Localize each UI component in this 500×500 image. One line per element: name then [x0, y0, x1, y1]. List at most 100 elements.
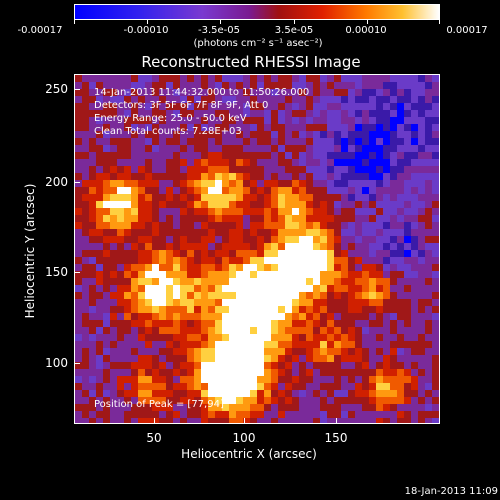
image-pixel	[390, 110, 397, 117]
image-pixel	[348, 82, 355, 89]
image-pixel	[180, 96, 187, 103]
image-pixel	[222, 194, 229, 201]
image-pixel	[348, 257, 355, 264]
image-pixel	[264, 341, 271, 348]
image-pixel	[138, 117, 145, 124]
image-pixel	[292, 152, 299, 159]
image-pixel	[327, 110, 334, 117]
image-pixel	[180, 250, 187, 257]
image-pixel	[369, 250, 376, 257]
image-pixel	[166, 222, 173, 229]
image-pixel	[390, 187, 397, 194]
image-pixel	[110, 96, 117, 103]
image-pixel	[285, 418, 292, 423]
image-pixel	[173, 292, 180, 299]
image-pixel	[327, 131, 334, 138]
image-pixel	[278, 404, 285, 411]
image-pixel	[159, 418, 166, 423]
image-pixel	[334, 166, 341, 173]
image-pixel	[397, 376, 404, 383]
image-pixel	[131, 306, 138, 313]
image-pixel	[369, 390, 376, 397]
image-pixel	[208, 201, 215, 208]
image-pixel	[250, 222, 257, 229]
image-pixel	[383, 397, 390, 404]
image-pixel	[229, 299, 236, 306]
image-pixel	[306, 313, 313, 320]
image-pixel	[194, 334, 201, 341]
image-pixel	[362, 250, 369, 257]
image-pixel	[236, 243, 243, 250]
image-pixel	[229, 159, 236, 166]
image-pixel	[313, 271, 320, 278]
image-pixel	[124, 411, 131, 418]
image-pixel	[215, 131, 222, 138]
image-pixel	[173, 194, 180, 201]
image-pixel	[348, 89, 355, 96]
image-pixel	[397, 404, 404, 411]
image-pixel	[89, 110, 96, 117]
image-pixel	[96, 390, 103, 397]
image-pixel	[89, 341, 96, 348]
image-pixel	[425, 376, 432, 383]
image-pixel	[110, 117, 117, 124]
x-axis-label: Heliocentric X (arcsec)	[181, 447, 317, 461]
image-pixel	[180, 89, 187, 96]
image-pixel	[418, 369, 425, 376]
image-pixel	[194, 173, 201, 180]
image-pixel	[103, 418, 110, 423]
image-pixel	[229, 82, 236, 89]
image-pixel	[208, 362, 215, 369]
image-pixel	[222, 152, 229, 159]
image-pixel	[264, 257, 271, 264]
image-pixel	[397, 173, 404, 180]
image-pixel	[89, 250, 96, 257]
image-pixel	[299, 194, 306, 201]
image-pixel	[208, 299, 215, 306]
image-pixel	[236, 159, 243, 166]
image-pixel	[173, 215, 180, 222]
image-pixel	[138, 292, 145, 299]
image-pixel	[369, 369, 376, 376]
image-pixel	[180, 215, 187, 222]
image-pixel	[243, 96, 250, 103]
image-pixel	[138, 152, 145, 159]
image-pixel	[383, 320, 390, 327]
image-pixel	[271, 397, 278, 404]
image-pixel	[425, 152, 432, 159]
image-pixel	[334, 243, 341, 250]
image-pixel	[236, 362, 243, 369]
image-pixel	[222, 103, 229, 110]
image-pixel	[285, 362, 292, 369]
image-pixel	[124, 299, 131, 306]
image-pixel	[89, 313, 96, 320]
image-pixel	[292, 222, 299, 229]
image-pixel	[264, 75, 271, 82]
image-pixel	[173, 278, 180, 285]
image-pixel	[257, 173, 264, 180]
image-pixel	[103, 138, 110, 145]
image-pixel	[362, 243, 369, 250]
image-pixel	[145, 166, 152, 173]
image-pixel	[418, 194, 425, 201]
image-pixel	[383, 369, 390, 376]
image-pixel	[348, 222, 355, 229]
image-pixel	[180, 355, 187, 362]
image-pixel	[278, 383, 285, 390]
image-pixel	[383, 376, 390, 383]
image-pixel	[145, 208, 152, 215]
image-pixel	[173, 110, 180, 117]
image-pixel	[222, 131, 229, 138]
image-pixel	[222, 327, 229, 334]
image-pixel	[334, 117, 341, 124]
image-pixel	[285, 166, 292, 173]
image-pixel	[418, 306, 425, 313]
image-pixel	[103, 166, 110, 173]
image-pixel	[355, 376, 362, 383]
image-pixel	[89, 82, 96, 89]
time-range-annotation: 14-Jan-2013 11:44:32.000 to 11:50:26.000	[94, 87, 310, 98]
image-pixel	[285, 229, 292, 236]
image-pixel	[180, 320, 187, 327]
image-pixel	[110, 292, 117, 299]
image-pixel	[236, 180, 243, 187]
